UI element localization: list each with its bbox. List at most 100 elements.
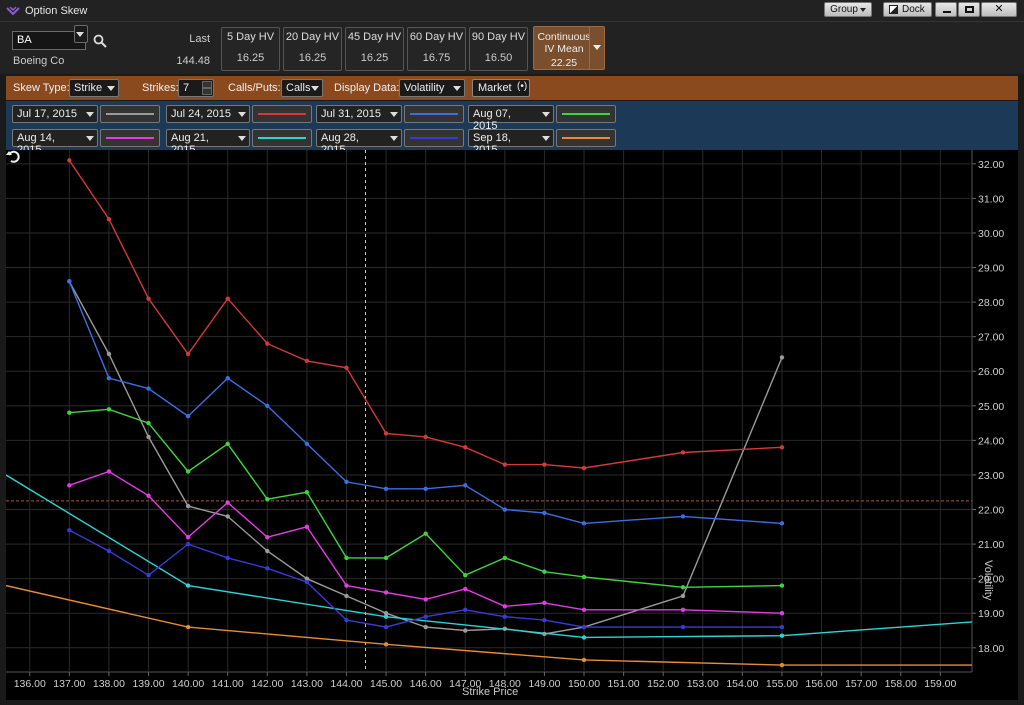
data-point[interactable] <box>67 528 72 533</box>
data-point[interactable] <box>344 479 349 485</box>
data-point[interactable] <box>67 410 72 415</box>
hv-5-day[interactable]: 5 Day HV 16.25 <box>221 27 280 71</box>
data-point[interactable] <box>383 431 389 436</box>
data-point[interactable] <box>680 624 686 630</box>
data-point[interactable] <box>779 583 785 588</box>
data-point[interactable] <box>680 593 686 599</box>
data-point[interactable] <box>344 583 349 588</box>
chevron-down-icon[interactable] <box>589 27 604 69</box>
data-point[interactable] <box>542 510 547 516</box>
hv-45-day[interactable]: 45 Day HV 16.25 <box>345 27 404 71</box>
data-point[interactable] <box>344 365 349 370</box>
series-line[interactable] <box>69 470 783 614</box>
series-line[interactable] <box>68 281 783 525</box>
data-point[interactable] <box>502 555 508 561</box>
data-point[interactable] <box>304 576 310 581</box>
data-point[interactable] <box>581 657 587 663</box>
expiration-select-6[interactable]: Aug 21, 2015 <box>166 129 250 156</box>
data-point[interactable] <box>779 633 785 638</box>
data-point[interactable] <box>304 524 310 530</box>
expiration-select-7[interactable]: Aug 28, 2015 <box>316 129 402 156</box>
data-point[interactable] <box>225 441 230 447</box>
data-point[interactable] <box>383 590 389 595</box>
expiration-select-4[interactable]: Aug 07, 2015 <box>468 105 554 132</box>
close-button[interactable]: ✕ <box>981 2 1017 17</box>
data-point[interactable] <box>383 642 389 647</box>
series-color-2[interactable] <box>252 105 312 123</box>
skew-chart-svg[interactable]: 136.00 137.00 138.00 139.00 140.00 141.00 142.… <box>6 150 1018 700</box>
series-line[interactable] <box>68 529 782 628</box>
data-point[interactable] <box>146 386 151 391</box>
data-point[interactable] <box>344 555 349 561</box>
market-button[interactable]: Market (•) <box>472 79 530 97</box>
series-8[interactable] <box>6 584 972 668</box>
group-button[interactable]: Group <box>824 2 872 17</box>
data-point[interactable] <box>423 624 428 630</box>
data-point[interactable] <box>542 617 547 623</box>
series-2[interactable] <box>67 158 785 471</box>
data-point[interactable] <box>463 586 468 592</box>
series-color-6[interactable] <box>252 129 312 147</box>
series-color-1[interactable] <box>100 105 160 123</box>
display-data-select[interactable]: Volatility <box>399 79 465 97</box>
data-point[interactable] <box>304 441 310 447</box>
symbol-dropdown-button[interactable] <box>74 25 88 43</box>
series-7[interactable] <box>67 528 785 630</box>
data-point[interactable] <box>265 403 270 409</box>
data-point[interactable] <box>502 462 508 467</box>
data-point[interactable] <box>146 296 151 301</box>
data-point[interactable] <box>225 375 230 381</box>
hv-90-day[interactable]: 90 Day HV 16.50 <box>469 27 528 71</box>
data-point[interactable] <box>680 607 686 612</box>
data-point[interactable] <box>67 279 72 284</box>
stepper-up-icon[interactable] <box>202 81 212 88</box>
expiration-select-1[interactable]: Jul 17, 2015 <box>12 105 98 123</box>
hv-60-day[interactable]: 60 Day HV 16.75 <box>407 27 466 71</box>
data-point[interactable] <box>423 486 428 491</box>
data-point[interactable] <box>304 579 310 585</box>
data-point[interactable] <box>463 483 468 488</box>
data-point[interactable] <box>581 607 587 612</box>
data-point[interactable] <box>581 624 587 630</box>
expiration-select-8[interactable]: Sep 18, 2015 <box>468 129 554 156</box>
data-point[interactable] <box>581 465 587 471</box>
data-point[interactable] <box>106 407 112 412</box>
data-point[interactable] <box>106 351 112 357</box>
expiration-select-5[interactable]: Aug 14, 2015 <box>12 129 98 156</box>
data-point[interactable] <box>106 469 112 474</box>
data-point[interactable] <box>185 583 191 588</box>
series-line[interactable] <box>6 584 972 666</box>
data-point[interactable] <box>106 375 112 381</box>
series-color-7[interactable] <box>404 129 464 147</box>
data-point[interactable] <box>67 158 72 163</box>
data-point[interactable] <box>680 585 686 590</box>
dock-button[interactable]: Dock <box>883 2 932 17</box>
data-point[interactable] <box>542 569 547 574</box>
data-point[interactable] <box>779 521 785 526</box>
data-point[interactable] <box>106 548 112 554</box>
search-icon[interactable] <box>93 34 107 48</box>
data-point[interactable] <box>146 573 151 578</box>
data-point[interactable] <box>185 351 191 357</box>
data-point[interactable] <box>383 614 389 619</box>
data-point[interactable] <box>225 514 230 519</box>
expiration-select-2[interactable]: Jul 24, 2015 <box>166 105 250 123</box>
continuous-iv-mean[interactable]: Continuous IV Mean 22.25 <box>533 26 605 70</box>
data-point[interactable] <box>146 493 151 498</box>
series-color-8[interactable] <box>556 129 616 147</box>
data-point[interactable] <box>779 662 785 668</box>
data-point[interactable] <box>265 496 270 502</box>
data-point[interactable] <box>581 635 587 640</box>
calls-puts-select[interactable]: Calls <box>281 79 323 97</box>
data-point[interactable] <box>344 617 349 623</box>
hv-20-day[interactable]: 20 Day HV 16.25 <box>283 27 342 71</box>
data-point[interactable] <box>423 597 428 602</box>
series-line[interactable] <box>68 281 783 635</box>
series-line[interactable] <box>68 160 783 469</box>
data-point[interactable] <box>265 534 270 540</box>
series-color-5[interactable] <box>100 129 160 147</box>
data-point[interactable] <box>225 296 230 301</box>
data-point[interactable] <box>265 548 270 554</box>
data-point[interactable] <box>779 611 785 616</box>
data-point[interactable] <box>779 624 785 630</box>
